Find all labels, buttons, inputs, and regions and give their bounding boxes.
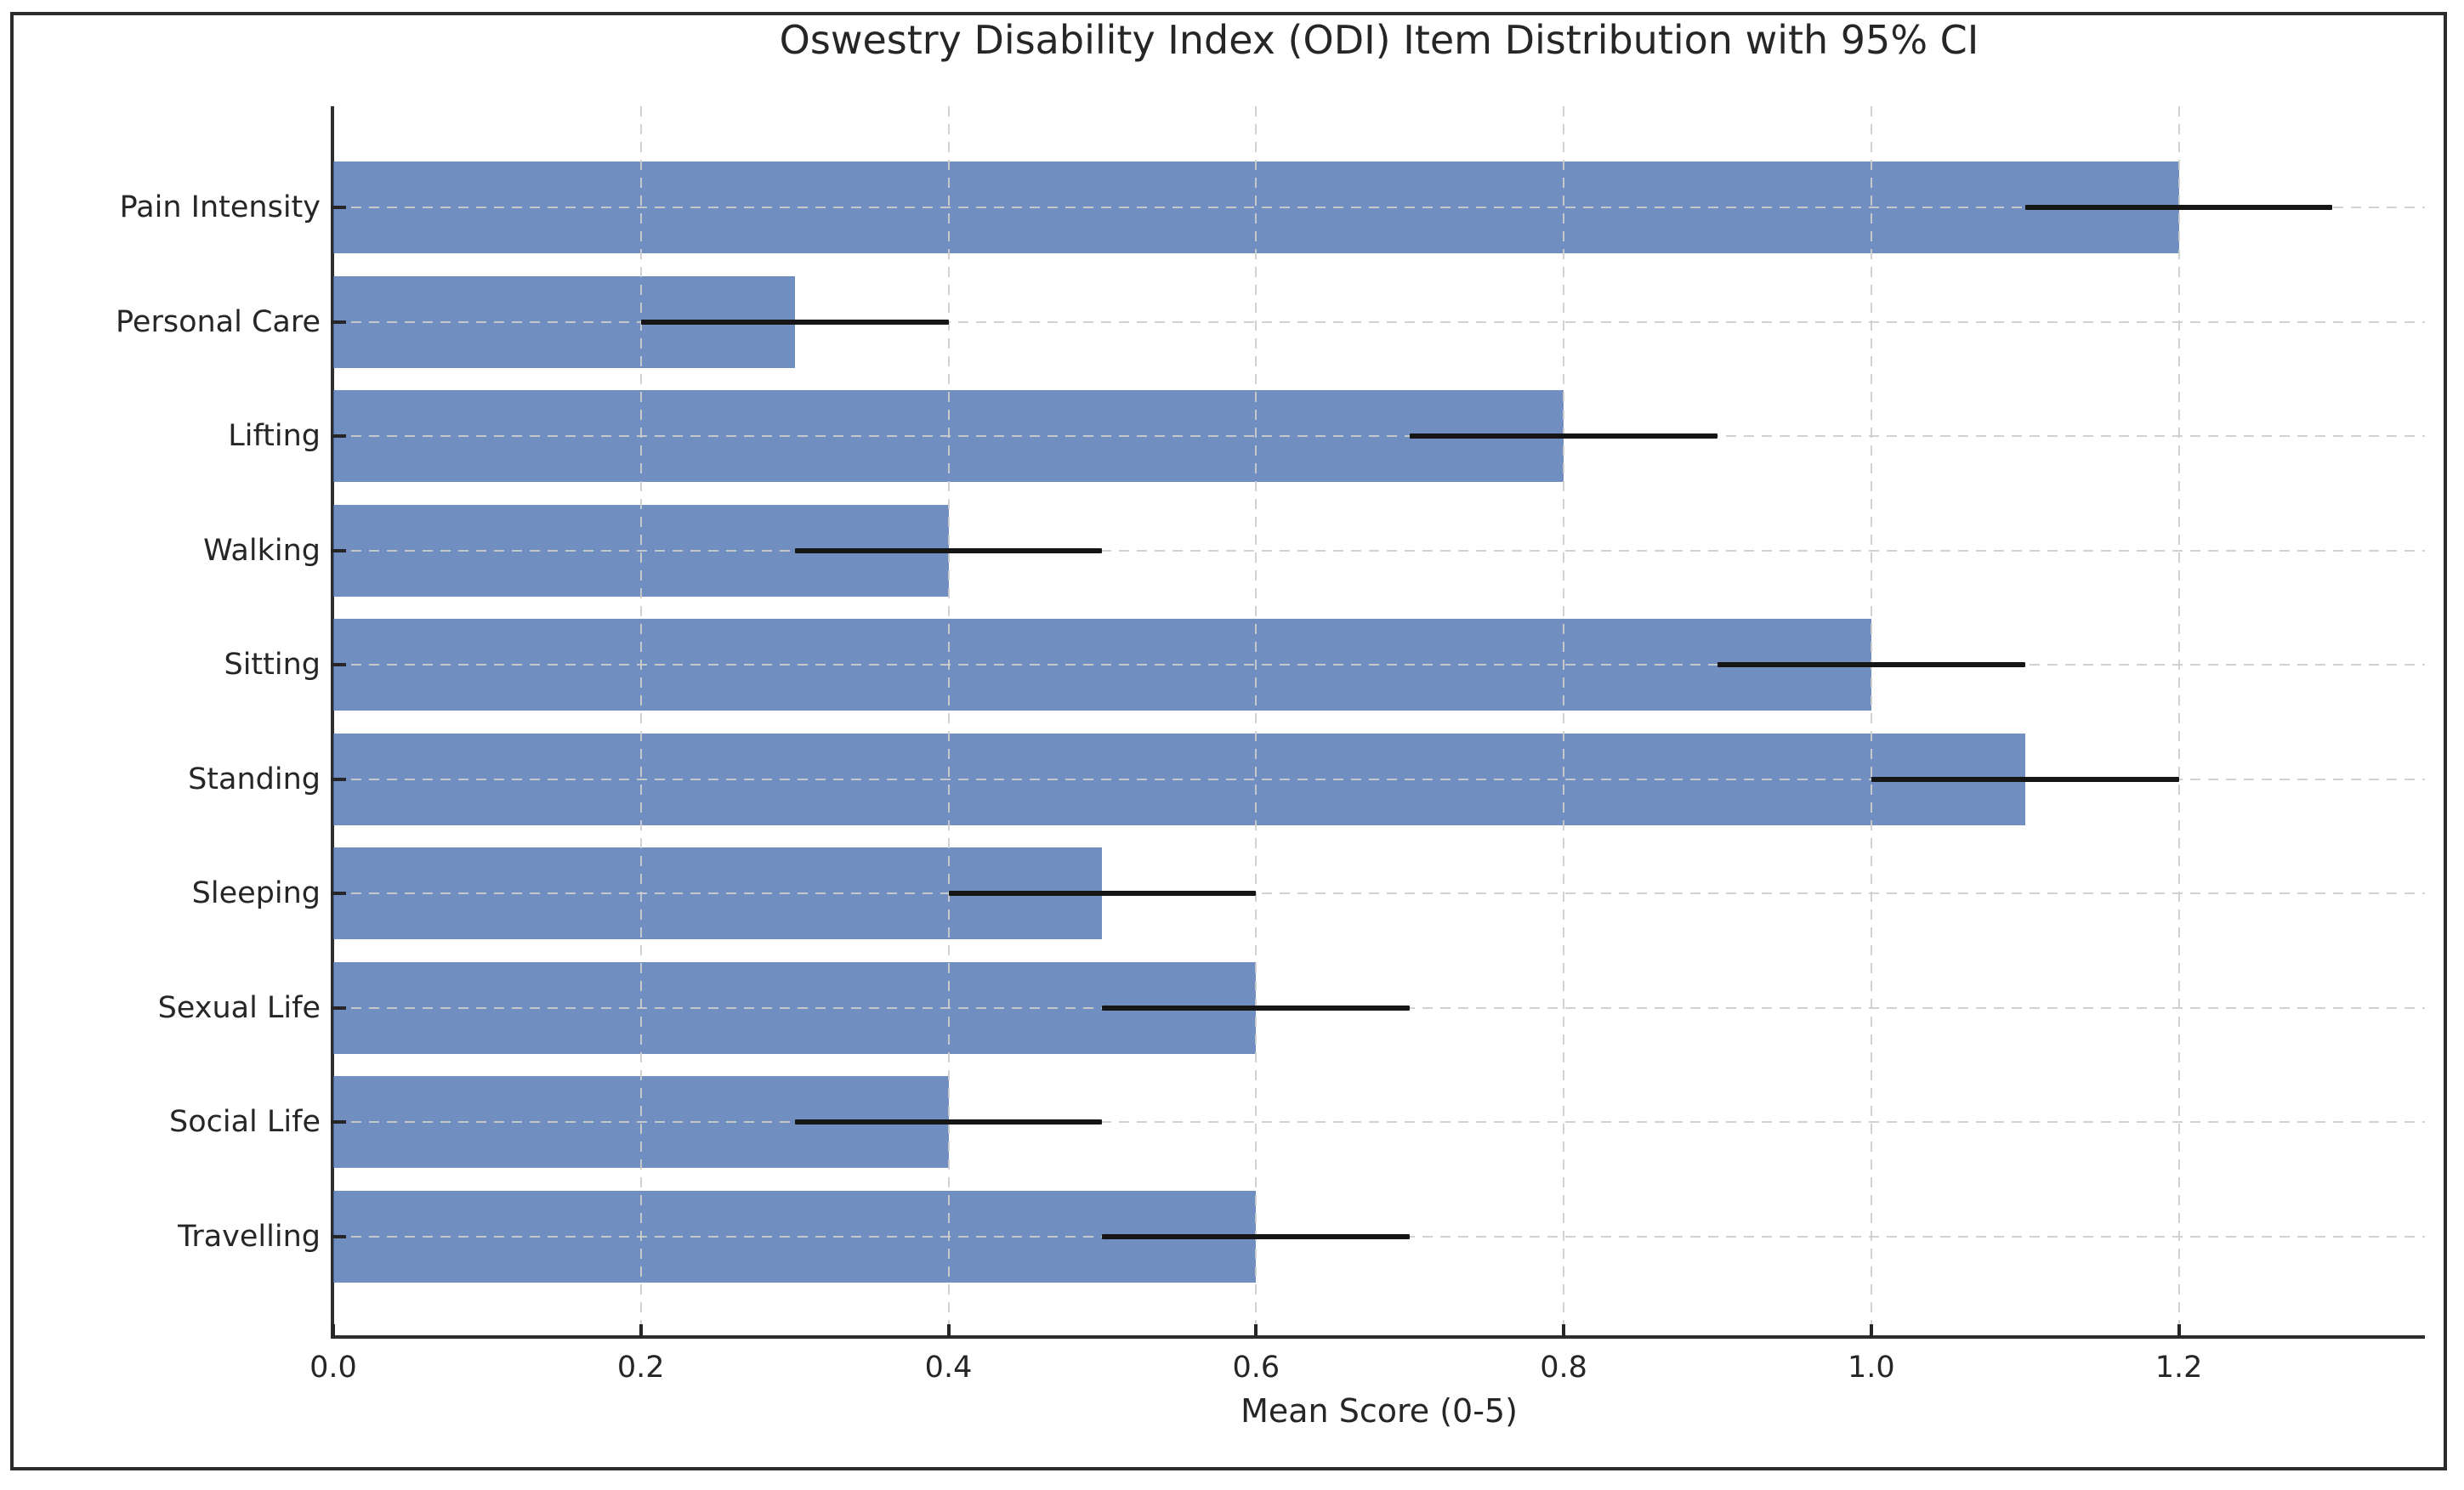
y-tick-label-sexual-life: Sexual Life	[157, 990, 321, 1025]
x-gridline-1.2	[2177, 106, 2180, 1337]
y-gridline-social-life	[333, 1121, 2425, 1124]
y-tick-label-sleeping: Sleeping	[191, 876, 321, 911]
y-tick-mark-standing	[331, 777, 346, 781]
x-axis-label: Mean Score (0-5)	[1241, 1392, 1518, 1430]
x-tick-label-0.6: 0.6	[1232, 1351, 1280, 1385]
chart-title: Oswestry Disability Index (ODI) Item Dis…	[779, 17, 1979, 63]
x-tick-mark-0.4	[946, 1324, 951, 1337]
x-tick-label-0.2: 0.2	[616, 1351, 665, 1385]
error-bar-sexual-life	[1102, 1005, 1411, 1011]
x-gridline-1	[1870, 106, 1872, 1337]
y-tick-mark-sitting	[331, 663, 346, 667]
y-tick-mark-social-life	[331, 1120, 346, 1125]
y-gridline-pain-intensity	[333, 207, 2425, 208]
x-tick-label-1.2: 1.2	[2155, 1351, 2203, 1385]
y-tick-mark-travelling	[331, 1235, 346, 1239]
y-gridline-standing	[333, 778, 2425, 780]
x-tick-label-0.8: 0.8	[1540, 1351, 1587, 1385]
y-tick-mark-pain-intensity	[331, 206, 346, 209]
error-bar-social-life	[794, 1119, 1103, 1125]
x-tick-mark-1.0	[1869, 1324, 1873, 1337]
x-tick-mark-0.8	[1562, 1324, 1566, 1337]
x-gridline-0.8	[1563, 106, 1565, 1337]
error-bar-pain-intensity	[2024, 205, 2333, 210]
y-gridline-walking	[333, 549, 2425, 552]
error-bar-walking	[794, 547, 1103, 553]
x-tick-mark-0.0	[332, 1324, 335, 1337]
plot-area: 0.0 0.2 0.4 0.6 0.8 1.0 1.2 Pain Intensity Perso…	[116, 106, 2425, 1385]
error-bar-sleeping	[948, 891, 1257, 897]
y-tick-label-social-life: Social Life	[169, 1105, 321, 1140]
y-gridline-sleeping	[333, 892, 2425, 895]
y-gridline-personal-care	[333, 320, 2425, 323]
y-gridline-sitting	[333, 664, 2425, 666]
x-tick-mark-0.2	[639, 1324, 643, 1337]
y-tick-label-standing: Standing	[188, 762, 321, 796]
x-gridline-0.4	[947, 106, 950, 1337]
y-tick-mark-lifting	[331, 434, 346, 439]
error-bar-personal-care	[640, 319, 949, 325]
y-tick-label-travelling: Travelling	[178, 1220, 321, 1255]
y-tick-mark-personal-care	[331, 320, 346, 324]
error-bar-standing	[1871, 776, 2179, 782]
y-tick-label-pain-intensity: Pain Intensity	[119, 190, 321, 224]
y-tick-mark-sexual-life	[331, 1006, 346, 1010]
y-tick-label-sitting: Sitting	[224, 648, 321, 683]
x-axis-spine	[331, 1335, 2425, 1339]
x-tick-label-1.0: 1.0	[1847, 1351, 1895, 1385]
error-bar-lifting	[1410, 433, 1717, 439]
x-tick-label-0.0: 0.0	[309, 1351, 357, 1385]
figure-border	[10, 12, 2447, 1470]
x-gridline-0.2	[639, 106, 642, 1337]
x-tick-label-0.4: 0.4	[924, 1351, 973, 1385]
y-tick-label-personal-care: Personal Care	[116, 304, 321, 339]
x-gridline-0.6	[1255, 106, 1258, 1337]
y-tick-mark-sleeping	[331, 892, 346, 896]
x-tick-mark-0.6	[1254, 1324, 1258, 1337]
y-tick-label-lifting: Lifting	[228, 419, 321, 454]
y-gridline-lifting	[333, 435, 2425, 438]
y-axis-spine	[331, 106, 334, 1339]
error-bar-sitting	[1717, 662, 2025, 668]
x-tick-mark-1.2	[2177, 1324, 2181, 1337]
y-tick-mark-walking	[331, 548, 346, 552]
error-bar-travelling	[1102, 1234, 1411, 1240]
y-tick-label-walking: Walking	[203, 533, 321, 568]
